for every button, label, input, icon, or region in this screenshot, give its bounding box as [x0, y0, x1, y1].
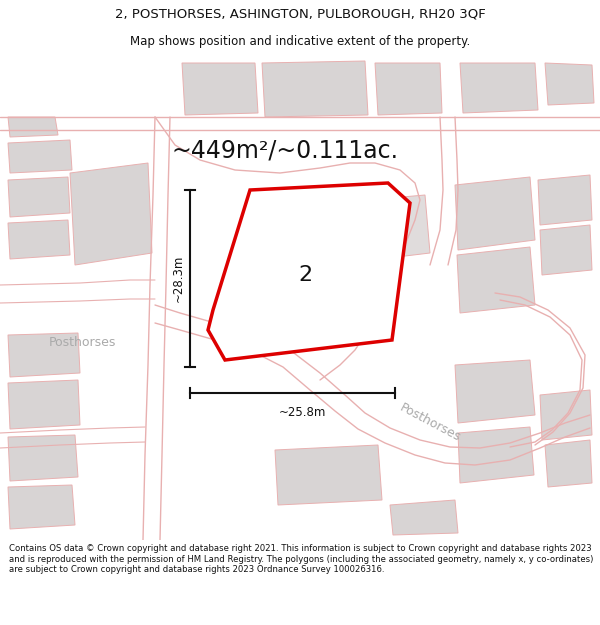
Polygon shape: [8, 140, 72, 173]
Text: Contains OS data © Crown copyright and database right 2021. This information is : Contains OS data © Crown copyright and d…: [9, 544, 593, 574]
Text: Map shows position and indicative extent of the property.: Map shows position and indicative extent…: [130, 35, 470, 48]
Polygon shape: [375, 63, 442, 115]
Polygon shape: [460, 63, 538, 113]
Text: Posthorses: Posthorses: [49, 336, 116, 349]
Polygon shape: [457, 247, 535, 313]
Text: 2, POSTHORSES, ASHINGTON, PULBOROUGH, RH20 3QF: 2, POSTHORSES, ASHINGTON, PULBOROUGH, RH…: [115, 8, 485, 20]
Text: ~449m²/~0.111ac.: ~449m²/~0.111ac.: [172, 138, 398, 162]
Polygon shape: [455, 177, 535, 250]
Polygon shape: [458, 427, 534, 483]
Polygon shape: [368, 195, 430, 260]
Polygon shape: [260, 203, 365, 297]
Polygon shape: [8, 333, 80, 377]
Polygon shape: [538, 175, 592, 225]
Polygon shape: [540, 225, 592, 275]
Polygon shape: [390, 500, 458, 535]
Polygon shape: [8, 380, 80, 429]
Polygon shape: [275, 445, 382, 505]
Polygon shape: [8, 220, 70, 259]
Text: ~28.3m: ~28.3m: [172, 255, 185, 302]
Polygon shape: [8, 435, 78, 481]
Polygon shape: [70, 163, 152, 265]
Polygon shape: [182, 63, 258, 115]
Polygon shape: [455, 360, 535, 423]
Polygon shape: [8, 117, 58, 137]
Polygon shape: [208, 183, 410, 360]
Polygon shape: [540, 390, 592, 440]
Text: ~25.8m: ~25.8m: [279, 406, 326, 419]
Polygon shape: [545, 440, 592, 487]
Text: Posthorses: Posthorses: [397, 401, 463, 444]
Text: 2: 2: [298, 265, 312, 285]
Polygon shape: [8, 485, 75, 529]
Polygon shape: [8, 177, 70, 217]
Polygon shape: [545, 63, 594, 105]
Polygon shape: [262, 61, 368, 117]
